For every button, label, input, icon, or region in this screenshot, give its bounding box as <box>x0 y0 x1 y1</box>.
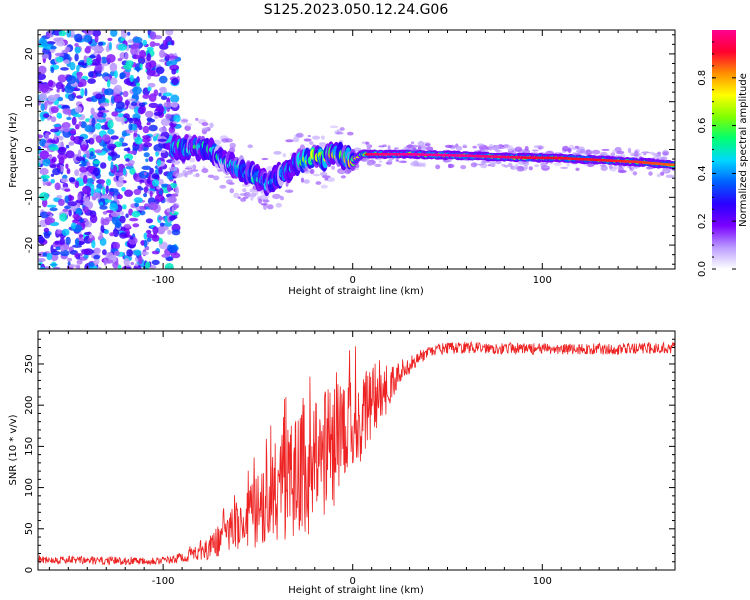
colorbar-tick-label: 0.2 <box>697 213 708 229</box>
snr-y-tick-label: 0 <box>24 567 35 573</box>
snr-x-tick-label: 0 <box>350 576 356 587</box>
snr-y-tick-label: 200 <box>24 396 35 415</box>
colorbar-tick-label: 0.4 <box>697 165 708 181</box>
snr-y-tick-label: 100 <box>24 478 35 497</box>
snr-y-label: SNR (10 * v/v) <box>8 414 19 485</box>
colorbar-label: Normalized spectral amplitude <box>738 73 749 227</box>
spectrogram-y-tick-label: 10 <box>24 95 35 108</box>
spectrogram-y-tick-label: 20 <box>24 48 35 61</box>
snr-ticks: -100 0 100 0 50 100 150 200 250 <box>24 330 676 587</box>
spectrogram-y-tick-label: -10 <box>24 189 35 205</box>
snr-panel: -100 0 100 0 50 100 150 200 250 Height of straig… <box>8 330 676 596</box>
snr-x-tick-label: -100 <box>152 576 175 587</box>
spectrogram-y-tick-label: 0 <box>24 146 35 152</box>
snr-x-tick-label: 100 <box>533 576 552 587</box>
colorbar-tick-label: 0.6 <box>697 118 708 134</box>
spectrogram-x-label: Height of straight line (km) <box>288 286 424 297</box>
spectrogram-x-tick-label: -100 <box>152 275 175 286</box>
snr-y-tick-label: 150 <box>24 437 35 456</box>
spectrogram-heatmap <box>38 30 675 269</box>
spectrogram-y-label: Frequency (Hz) <box>8 112 19 188</box>
colorbar-gradient <box>712 30 736 269</box>
snr-frame <box>37 330 676 571</box>
colorbar-ticks: 0.0 0.2 0.4 0.6 0.8 <box>697 41 736 277</box>
spectrogram-x-tick-label: 0 <box>350 275 356 286</box>
colorbar-tick-label: 0.8 <box>697 70 708 86</box>
colorbar: 0.0 0.2 0.4 0.6 0.8 Normalized spectral ampl… <box>697 30 749 277</box>
colorbar-tick-label: 0.0 <box>697 261 708 277</box>
spectrogram-x-tick-label: 100 <box>533 275 552 286</box>
snr-y-tick-label: 50 <box>24 522 35 535</box>
snr-series-line <box>38 340 675 566</box>
chart-title: S125.2023.050.12.24.G06 <box>264 2 449 18</box>
snr-x-label: Height of straight line (km) <box>288 585 424 596</box>
spectrogram-y-tick-label: -20 <box>24 237 35 253</box>
snr-y-tick-label: 250 <box>24 354 35 373</box>
